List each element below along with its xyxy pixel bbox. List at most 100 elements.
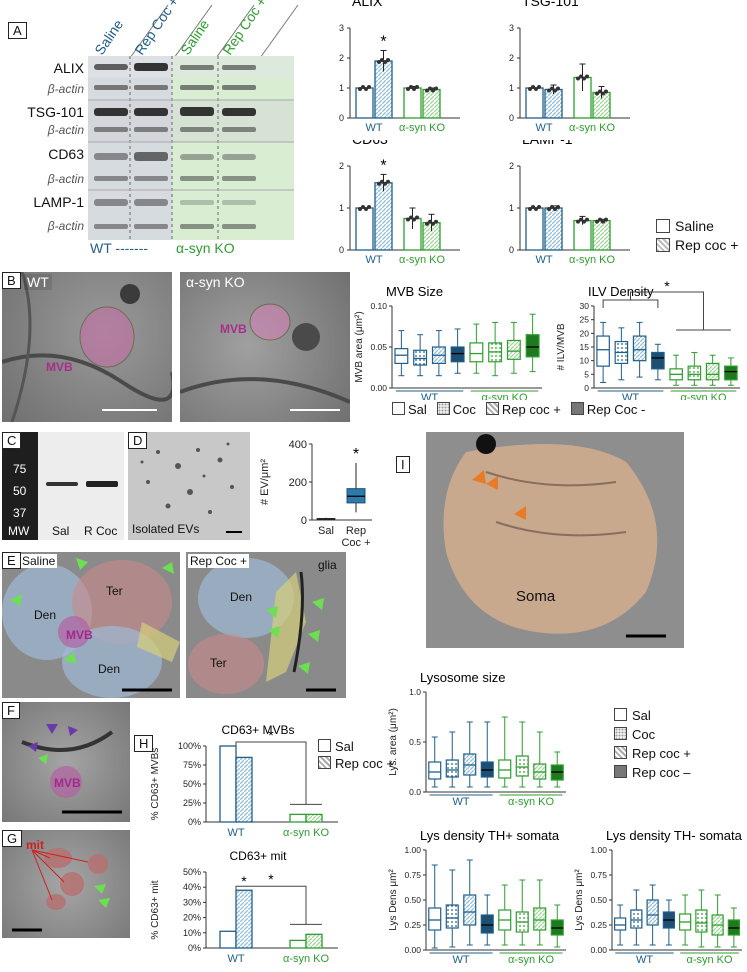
significance-star: * bbox=[664, 278, 670, 294]
bar bbox=[219, 745, 237, 823]
blot-lane-headers: Saline Rep Coc + Saline Rep Coc + bbox=[91, 0, 299, 59]
data-point bbox=[595, 219, 599, 224]
y-tick-label: 1 bbox=[339, 83, 344, 93]
blot-label-actin-2: β-actin bbox=[47, 123, 84, 137]
bar bbox=[235, 756, 253, 823]
y-tick-label: 0.75 bbox=[404, 870, 421, 880]
legend-a-saline-label: Saline bbox=[675, 218, 714, 234]
data-point bbox=[598, 89, 602, 94]
box bbox=[428, 761, 442, 780]
chart-title: TSG-101 bbox=[522, 0, 579, 9]
y-tick-label: 0.75 bbox=[590, 870, 607, 880]
group-label-ko: α-syn KO bbox=[508, 954, 555, 966]
chart-lys-density-th-pos: Lys density TH+ somata 0.00 0.25 0.50 0.75 1.… bbox=[388, 828, 566, 966]
y-tick-label: 0% bbox=[188, 943, 201, 953]
significance-star: * bbox=[268, 871, 274, 887]
data-point bbox=[415, 85, 419, 89]
data-point bbox=[537, 85, 541, 89]
data-point bbox=[386, 58, 390, 62]
data-point bbox=[367, 205, 371, 209]
group-label-ko: α-syn KO bbox=[399, 254, 446, 266]
lane-sal-label: Sal bbox=[52, 524, 70, 538]
em-image-b-ko: MVB α-syn KO bbox=[180, 272, 350, 422]
legend-i-coc-label: Coc bbox=[632, 727, 656, 742]
data-point bbox=[528, 207, 532, 211]
blot-label-lamp1: LAMP-1 bbox=[33, 194, 84, 210]
chart-title: CD63+ mit bbox=[229, 849, 287, 863]
legend-b-repcocminus: Rep Coc - bbox=[570, 402, 646, 417]
em-i-soma bbox=[443, 434, 666, 638]
legend-a: Saline Rep coc + bbox=[656, 218, 738, 253]
y-tick-label: 0 bbox=[339, 245, 344, 255]
box bbox=[630, 909, 643, 929]
panel-label-b: B bbox=[2, 272, 21, 289]
data-point bbox=[428, 86, 432, 91]
ev-particles bbox=[140, 442, 242, 533]
group-label-ko: α-syn KO bbox=[481, 392, 528, 400]
y-tick-label: 0.5 bbox=[409, 737, 421, 747]
data-point bbox=[412, 87, 416, 91]
data-point bbox=[531, 85, 535, 89]
group-label-wt: WT bbox=[365, 254, 382, 266]
chart-lamp1: LAMP-1 0 1 2 WT α-syn KO bbox=[509, 140, 630, 266]
group-label-ko: α-syn KO bbox=[686, 954, 733, 966]
chart-cd63-mvbs: CD63+ MVBs 0% 25% 50% 75% 100% % CD63+ MVBs WT α… bbox=[150, 723, 338, 839]
y-tick-label: 2 bbox=[509, 161, 514, 171]
significance-star: * bbox=[380, 34, 386, 51]
data-point bbox=[361, 85, 365, 89]
data-point bbox=[383, 181, 387, 186]
group-label-wt: WT bbox=[227, 953, 244, 965]
group-label-wt: WT bbox=[452, 796, 469, 808]
chart-cd63-mit: CD63+ mit 0% 10% 20% 30% 40% 50% % CD63+ mit WT α… bbox=[150, 849, 338, 965]
y-tick-label: 1.00 bbox=[590, 845, 607, 855]
mw-75: 75 bbox=[13, 462, 27, 476]
box bbox=[445, 759, 459, 778]
box bbox=[515, 755, 529, 777]
box bbox=[450, 346, 465, 363]
y-tick-label: 1.0 bbox=[409, 687, 421, 697]
bar bbox=[403, 87, 422, 119]
y-axis-label: # EV/μm² bbox=[259, 459, 271, 505]
legend-b-repcoc-label: Rep coc + bbox=[501, 402, 561, 417]
group-label-ko: α-syn KO bbox=[399, 122, 446, 134]
data-point bbox=[534, 87, 538, 91]
y-tick-label: 0.00 bbox=[370, 383, 387, 393]
y-tick-label: 20 bbox=[580, 328, 590, 338]
blot-group-ko: α-syn KO bbox=[176, 240, 235, 256]
y-tick-label: 0.00 bbox=[404, 945, 421, 955]
y-axis-label: Lys Dens μm² bbox=[388, 869, 399, 931]
data-point bbox=[358, 207, 362, 211]
box bbox=[533, 907, 547, 931]
em-e-den-1: Den bbox=[34, 608, 57, 622]
group-label-wt: WT bbox=[421, 392, 438, 400]
em-e-ter-2: Ter bbox=[210, 656, 227, 670]
legend-i-repcoc: Rep coc + bbox=[614, 744, 691, 763]
blot-label-cd63: CD63 bbox=[48, 146, 84, 162]
legend-swatch-repcoc bbox=[656, 238, 670, 252]
box bbox=[646, 899, 659, 926]
legend-b-repcocminus-label: Rep Coc - bbox=[586, 402, 646, 417]
group-label-wt: WT bbox=[452, 954, 469, 966]
data-point bbox=[434, 86, 438, 91]
chart-mvb-size: MVB Size 0.00 0.05 0.10 MVB area (μm²) WT α-sy… bbox=[354, 284, 542, 400]
panel-label-a: A bbox=[8, 22, 27, 39]
em-image-b-wt: MVB bbox=[2, 272, 172, 422]
blot-label-actin-3: β-actin bbox=[47, 172, 84, 186]
y-tick-label: 75% bbox=[183, 760, 201, 770]
legend-b-repcoc: Rep coc + bbox=[485, 402, 561, 417]
em-e-glia: glia bbox=[318, 558, 337, 572]
chart-title: ILV Density bbox=[588, 284, 654, 299]
significance-bracket bbox=[235, 741, 307, 805]
data-point bbox=[553, 207, 557, 211]
em-i-soma-label: Soma bbox=[516, 588, 556, 605]
em-b-ko-mvb-label: MVB bbox=[220, 322, 247, 336]
panel-label-i: I bbox=[396, 456, 410, 473]
legend-a-repcoc-label: Rep coc + bbox=[675, 237, 739, 253]
data-point bbox=[361, 205, 365, 209]
mw-ladder bbox=[2, 432, 38, 540]
y-tick-label: 2 bbox=[509, 53, 514, 63]
bar bbox=[355, 207, 374, 251]
data-point bbox=[553, 88, 557, 93]
significance-star: * bbox=[268, 727, 274, 743]
y-tick-label: 5 bbox=[584, 369, 589, 379]
